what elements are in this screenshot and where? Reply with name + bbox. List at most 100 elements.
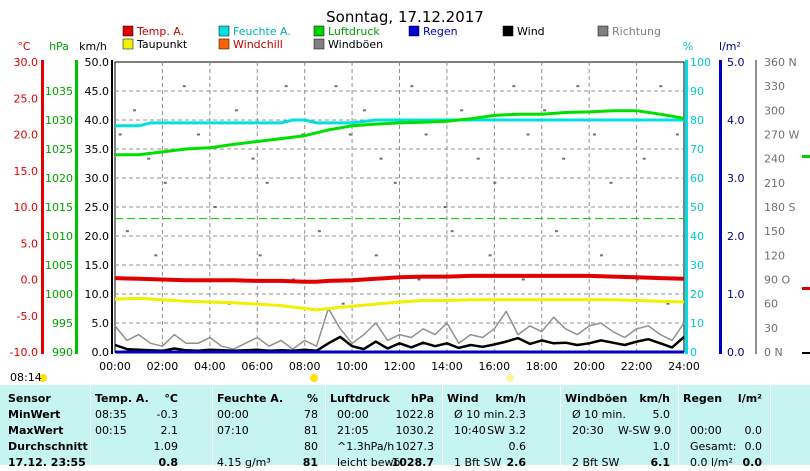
- humidity-tick-label: 90: [690, 85, 704, 98]
- pressure-tick-label: 1015: [45, 201, 73, 214]
- table-row: MaxWert 00:15 2.1 07:10 81 21:05 1030.2 10:40 SW…: [0, 423, 810, 439]
- table-cell: 2.1: [160, 424, 179, 437]
- legend-swatch: [313, 38, 325, 50]
- direction-point: [362, 109, 366, 112]
- x-tick-label: 18:00: [526, 360, 558, 371]
- x-tick-label: 00:00: [99, 360, 131, 371]
- table-cell: 2.3: [508, 408, 527, 421]
- wind-tick-label: 30.0: [85, 172, 110, 185]
- direction-point: [284, 85, 288, 88]
- table-cell: 81: [304, 424, 318, 437]
- table-separator: [325, 385, 326, 465]
- direction-point: [410, 85, 414, 88]
- x-tick-label: 14:00: [431, 360, 463, 371]
- table-cell: 21:05: [337, 424, 369, 437]
- pressure-tick-label: 1035: [45, 85, 73, 98]
- wind-tick-label: 0.0: [92, 346, 110, 359]
- rain-tick-label: 2.0: [727, 230, 745, 243]
- table-header: %: [306, 392, 318, 405]
- table-separator: [678, 385, 679, 465]
- direction-point: [488, 254, 492, 257]
- direction-point: [666, 302, 670, 305]
- table-header: km/h: [495, 392, 526, 405]
- direction-point: [493, 181, 497, 184]
- legend-swatch: [502, 25, 514, 37]
- rain-tick-label: 1.0: [727, 288, 745, 301]
- table-cell: 6.1: [650, 456, 671, 469]
- rain-axis-unit: l/m²: [719, 40, 741, 53]
- direction-point: [659, 85, 663, 88]
- direction-tick-label: 210: [764, 177, 785, 190]
- table-cell: 00:00: [337, 408, 369, 421]
- direction-point: [163, 181, 167, 184]
- table-row: MinWert 08:35 -0.3 00:00 78 00:00 1022.8 Ø 10 m…: [0, 407, 810, 423]
- table-cell: 00:00: [217, 408, 249, 421]
- pressure-axis-unit: hPa: [49, 40, 69, 53]
- table-cell: 1.0: [652, 440, 671, 453]
- table-separator: [90, 385, 91, 465]
- legend-swatch: [122, 25, 134, 37]
- table-header-row: Sensor Temp. A. °C Feuchte A.% Luftdruck hPa W…: [0, 391, 810, 407]
- direction-tick-label: 90 O: [764, 274, 790, 287]
- table-cell: 00:00: [690, 424, 722, 437]
- pressure-tick-label: 995: [52, 317, 73, 330]
- temp-tick-label: -10.0: [10, 346, 38, 359]
- legend-label: Feuchte A.: [233, 25, 291, 38]
- x-tick-label: 02:00: [147, 360, 179, 371]
- table-header: hPa: [410, 392, 434, 405]
- temp-tick-label: 25.0: [14, 92, 39, 105]
- wind-tick-label: 15.0: [85, 259, 110, 272]
- legend-label: Temp. A.: [136, 25, 184, 38]
- table-separator: [560, 385, 561, 465]
- table-cell: 00:15: [95, 424, 127, 437]
- table-cell: 2.6: [506, 456, 527, 469]
- x-tick-label: 04:00: [194, 360, 226, 371]
- direction-point: [393, 181, 397, 184]
- table-cell: 0.8: [158, 456, 179, 469]
- temp-tick-label: 15.0: [14, 165, 39, 178]
- legend-swatch: [122, 38, 134, 50]
- wind-axis-unit: km/h: [79, 40, 107, 53]
- direction-point: [374, 254, 378, 257]
- weather-chart: Sonntag, 17.12.2017 Temp. A. Feuchte A. Lu…: [10, 8, 810, 371]
- series-line-taupunkt: [114, 296, 685, 312]
- sun-markers: [39, 374, 514, 382]
- temp-tick-label: 30.0: [14, 56, 39, 69]
- x-tick-label: 16:00: [478, 360, 510, 371]
- humidity-tick-label: 30: [690, 259, 704, 272]
- table-cell: 80: [304, 440, 318, 453]
- legend-swatch: [408, 25, 420, 37]
- direction-point: [576, 85, 580, 88]
- direction-point: [635, 278, 639, 281]
- direction-point: [476, 157, 480, 160]
- humidity-tick-label: 70: [690, 143, 704, 156]
- pressure-tick-label: 1030: [45, 114, 73, 127]
- pressure-tick-label: 1025: [45, 143, 73, 156]
- table-row-label: Durchschnitt: [8, 440, 88, 453]
- legend-swatch: [597, 25, 609, 37]
- table-cell: 4.15 g/m³: [217, 456, 271, 469]
- direction-tick-label: 150: [764, 225, 785, 238]
- table-cell: 1030.2: [395, 424, 435, 437]
- table-cell: 0.0: [744, 424, 763, 437]
- pressure-tick-label: 990: [52, 346, 73, 359]
- direction-point: [642, 157, 646, 160]
- table-cell: 1.09: [153, 440, 179, 453]
- humidity-tick-label: 80: [690, 114, 704, 127]
- table-separator: [212, 385, 213, 465]
- humidity-tick-label: 60: [690, 172, 704, 185]
- direction-point: [265, 181, 269, 184]
- table-cell: 07:10: [217, 424, 249, 437]
- table-cell: 78: [304, 408, 318, 421]
- x-tick-label: 10:00: [336, 360, 368, 371]
- table-cell: 08:35: [95, 408, 127, 421]
- table-header: Regen: [683, 392, 723, 405]
- sun-timeline: [0, 371, 810, 385]
- legend-swatch: [218, 25, 230, 37]
- direction-point: [147, 157, 151, 160]
- direction-tick-label: 30: [764, 322, 778, 335]
- direction-tick-label: 240: [764, 153, 785, 166]
- table-row-label: MinWert: [8, 408, 61, 421]
- direction-point: [521, 278, 525, 281]
- sunset-marker: [506, 374, 514, 382]
